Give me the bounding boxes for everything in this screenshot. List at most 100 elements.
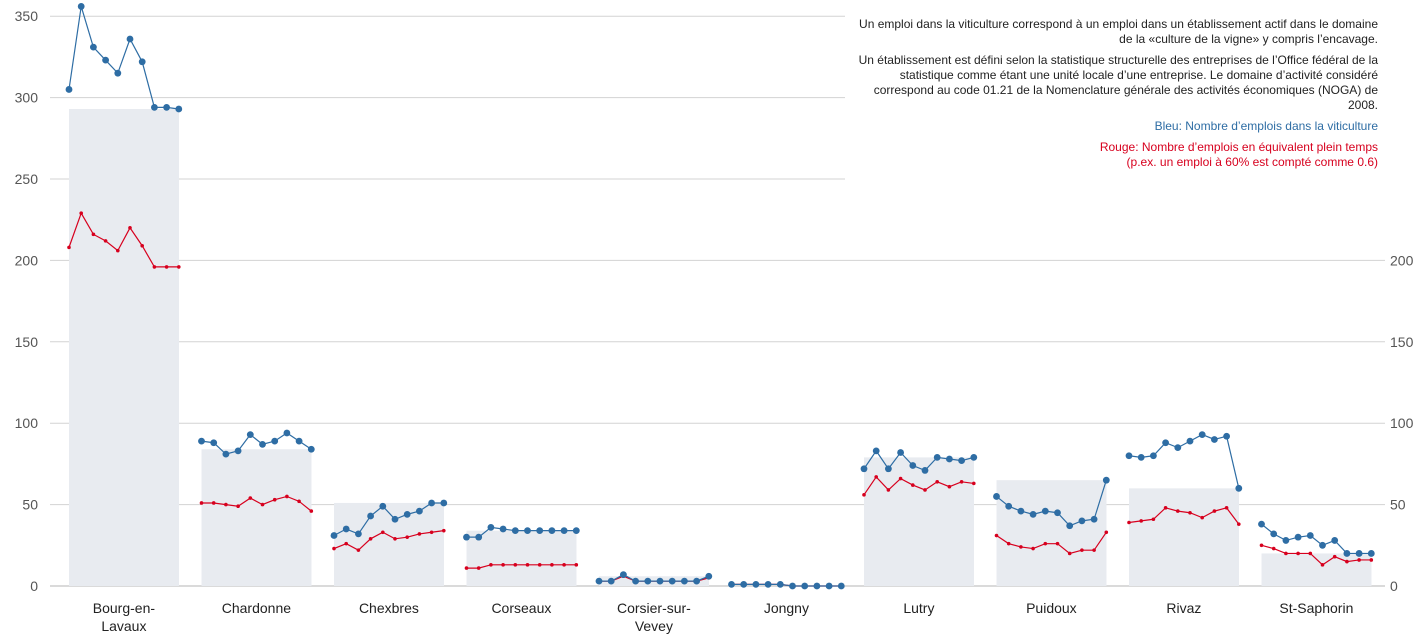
point-red-rivaz-1 <box>1139 519 1143 523</box>
line-blue-corsier-sur-vevey <box>599 573 710 582</box>
point-red-puidoux-1 <box>1006 541 1011 546</box>
y-tick-right-50: 50 <box>1390 497 1406 513</box>
point-blue-lutry-5 <box>921 467 929 474</box>
point-blue-puidoux-7 <box>1078 517 1086 525</box>
line-blue-chardonne <box>201 432 312 455</box>
point-blue-chexbres-2 <box>355 530 362 538</box>
point-red-corseaux-8 <box>562 563 566 567</box>
point-red-st-saphorin-9 <box>1369 558 1374 562</box>
point-red-chexbres-1 <box>344 541 349 546</box>
line-red-lutry <box>863 475 974 496</box>
line-blue-chexbres <box>333 502 444 537</box>
point-red-bourg-en-lavaux-0 <box>67 245 71 250</box>
point-red-corseaux-7 <box>550 563 554 567</box>
point-blue-jongny-1 <box>740 580 748 588</box>
point-blue-bourg-en-lavaux-0 <box>65 86 73 93</box>
point-red-chardonne-2 <box>224 502 228 507</box>
point-blue-chardonne-5 <box>259 440 266 448</box>
point-red-corseaux-0 <box>464 566 469 570</box>
point-blue-corsier-sur-vevey-9 <box>705 572 713 580</box>
point-red-st-saphorin-4 <box>1308 551 1313 556</box>
point-blue-corsier-sur-vevey-7 <box>681 577 688 585</box>
point-red-bourg-en-lavaux-3 <box>103 239 108 243</box>
point-red-st-saphorin-6 <box>1332 554 1337 559</box>
point-blue-corseaux-3 <box>499 525 507 533</box>
x-axis-labels: Bourg-en- Lavaux Chardonne Chexbres Corseaux… <box>93 600 1354 634</box>
point-red-chexbres-3 <box>368 536 373 541</box>
legend-red-line-2: (p.ex. un emploi à 60% est compté comme … <box>1126 155 1378 169</box>
point-blue-chexbres-9 <box>440 499 448 507</box>
point-blue-lutry-3 <box>897 449 904 456</box>
point-red-puidoux-5 <box>1055 541 1060 546</box>
point-blue-bourg-en-lavaux-5 <box>126 35 134 43</box>
point-blue-rivaz-3 <box>1162 439 1169 447</box>
point-blue-jongny-7 <box>813 582 821 590</box>
band-lutry <box>864 457 974 586</box>
y-tick-left-300: 300 <box>15 90 39 106</box>
line-blue-rivaz <box>1128 433 1240 489</box>
y-tick-right-100: 100 <box>1390 415 1414 431</box>
point-red-chardonne-7 <box>285 494 289 499</box>
point-red-lutry-3 <box>898 476 903 481</box>
point-blue-bourg-en-lavaux-6 <box>138 58 146 66</box>
band-bourg-en-lavaux <box>69 108 179 586</box>
point-blue-rivaz-8 <box>1223 432 1230 440</box>
point-blue-corsier-sur-vevey-0 <box>595 577 603 585</box>
point-red-bourg-en-lavaux-7 <box>152 265 157 269</box>
point-blue-bourg-en-lavaux-2 <box>90 43 97 51</box>
line-blue-jongny <box>731 583 842 587</box>
point-red-chexbres-5 <box>393 536 397 541</box>
point-red-chardonne-9 <box>309 509 314 513</box>
point-blue-chardonne-8 <box>295 437 303 445</box>
point-red-puidoux-2 <box>1019 545 1023 549</box>
point-blue-lutry-6 <box>933 453 941 461</box>
category-label-corseaux: Corseaux <box>491 600 551 616</box>
point-blue-bourg-en-lavaux-8 <box>163 103 171 111</box>
point-blue-corsier-sur-vevey-3 <box>632 577 639 585</box>
point-red-st-saphorin-8 <box>1357 558 1361 562</box>
line-red-bourg-en-lavaux <box>68 211 179 268</box>
point-red-chardonne-3 <box>236 504 240 509</box>
point-red-bourg-en-lavaux-9 <box>177 265 181 269</box>
point-red-rivaz-3 <box>1163 506 1168 510</box>
y-tick-right-150: 150 <box>1390 334 1414 350</box>
point-red-rivaz-2 <box>1151 517 1156 522</box>
point-blue-chardonne-2 <box>222 450 230 458</box>
point-blue-bourg-en-lavaux-4 <box>114 69 122 77</box>
point-blue-lutry-8 <box>958 457 965 465</box>
point-red-chexbres-4 <box>381 530 385 535</box>
point-blue-chexbres-8 <box>428 499 435 507</box>
point-red-bourg-en-lavaux-5 <box>128 226 132 230</box>
point-blue-lutry-2 <box>885 465 892 473</box>
point-blue-st-saphorin-0 <box>1258 520 1265 528</box>
point-red-bourg-en-lavaux-1 <box>79 211 83 215</box>
point-red-chardonne-8 <box>297 499 301 504</box>
y-tick-left-0: 0 <box>30 578 38 594</box>
point-blue-jongny-3 <box>764 580 772 588</box>
y-tick-left-350: 350 <box>15 8 39 24</box>
point-blue-st-saphorin-5 <box>1319 541 1326 549</box>
point-blue-jongny-0 <box>728 580 735 588</box>
point-red-puidoux-4 <box>1043 541 1048 546</box>
point-red-chardonne-6 <box>272 497 277 502</box>
point-blue-rivaz-0 <box>1125 452 1133 460</box>
point-blue-puidoux-9 <box>1102 476 1110 484</box>
band-st-saphorin <box>1261 553 1372 586</box>
point-blue-bourg-en-lavaux-3 <box>102 56 109 64</box>
line-blue-puidoux <box>996 480 1107 527</box>
point-blue-lutry-4 <box>909 462 917 469</box>
point-blue-jongny-8 <box>825 582 833 590</box>
point-blue-corsier-sur-vevey-2 <box>620 571 627 579</box>
point-blue-st-saphorin-6 <box>1331 537 1339 544</box>
line-red-puidoux <box>996 531 1107 555</box>
point-red-bourg-en-lavaux-2 <box>91 232 96 237</box>
point-red-chexbres-2 <box>356 548 361 552</box>
point-blue-lutry-1 <box>872 447 880 455</box>
y-axis-right: 0 50 100 150 200 <box>1390 252 1414 594</box>
line-blue-bourg-en-lavaux <box>68 6 179 110</box>
point-red-lutry-2 <box>886 488 891 492</box>
point-blue-corseaux-9 <box>572 527 580 535</box>
point-blue-rivaz-4 <box>1174 444 1182 452</box>
point-red-st-saphorin-7 <box>1345 559 1349 564</box>
